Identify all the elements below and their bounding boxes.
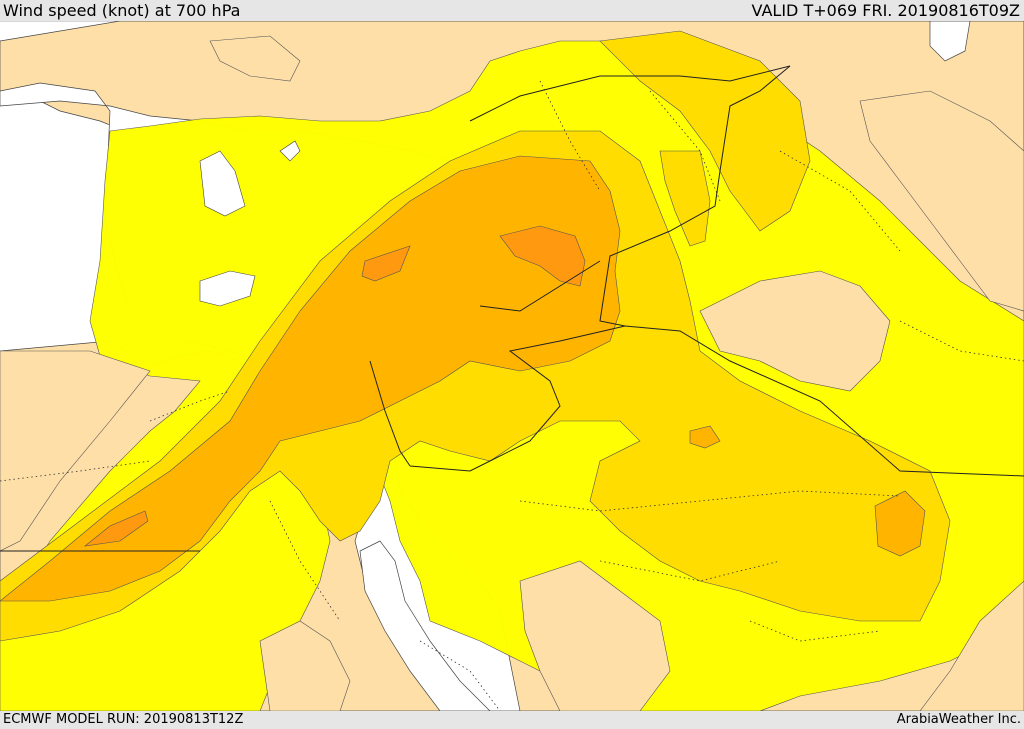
border-syria-iraq bbox=[599, 65, 791, 327]
country-borders bbox=[0, 65, 1024, 552]
valid-time: VALID T+069 FRI. 20190816T09Z bbox=[751, 1, 1020, 20]
island-crete-like bbox=[199, 150, 246, 217]
wind-zone-mid-jordan bbox=[659, 150, 711, 247]
red-sea bbox=[359, 540, 491, 711]
border-turkey-syria bbox=[469, 65, 791, 122]
calm-spot-libya bbox=[199, 270, 256, 307]
wind-shading-mid bbox=[0, 30, 951, 642]
wind-zone-high-saudi bbox=[689, 425, 721, 449]
wind-zone-max-africa bbox=[83, 510, 149, 547]
patch-egypt-south bbox=[259, 620, 351, 711]
map-title: Wind speed (knot) at 700 hPa bbox=[3, 1, 241, 20]
header-bar: Wind speed (knot) at 700 hPa VALID T+069… bbox=[0, 0, 1024, 21]
caspian-sea bbox=[929, 21, 971, 62]
wind-zone-max-jordan bbox=[499, 225, 586, 287]
patch-saudi-south bbox=[519, 560, 671, 711]
wind-speed-map bbox=[0, 21, 1024, 711]
calm-spots bbox=[199, 140, 301, 307]
border-iraq-saudi bbox=[624, 325, 1024, 477]
border-jordan-syria bbox=[479, 260, 601, 312]
wind-zone-mid-ne bbox=[599, 30, 811, 232]
patch-north bbox=[209, 35, 301, 82]
patch-west-africa bbox=[0, 350, 151, 552]
wind-shading-high bbox=[0, 155, 926, 602]
border-egypt-israel bbox=[369, 360, 411, 467]
patch-east-1 bbox=[859, 90, 1024, 312]
patch-southeast bbox=[919, 580, 1024, 711]
island-cyprus-like bbox=[279, 140, 301, 162]
model-run: ECMWF MODEL RUN: 20190813T12Z bbox=[3, 712, 244, 727]
wind-zone-high-iraq bbox=[874, 490, 926, 557]
wind-zone-mid-main bbox=[0, 130, 951, 642]
internal-boundaries bbox=[0, 80, 1024, 711]
wind-zone-high-main bbox=[0, 155, 621, 602]
calm-land-patches bbox=[0, 35, 1024, 711]
wind-shading-max bbox=[83, 225, 586, 547]
footer-bar: ECMWF MODEL RUN: 20190813T12Z ArabiaWeat… bbox=[0, 711, 1024, 729]
credit-label: ArabiaWeather Inc. bbox=[896, 712, 1021, 727]
wind-zone-max-lebanon bbox=[361, 245, 411, 282]
patch-iraq bbox=[699, 270, 891, 392]
border-jordan-saudi bbox=[409, 325, 626, 472]
